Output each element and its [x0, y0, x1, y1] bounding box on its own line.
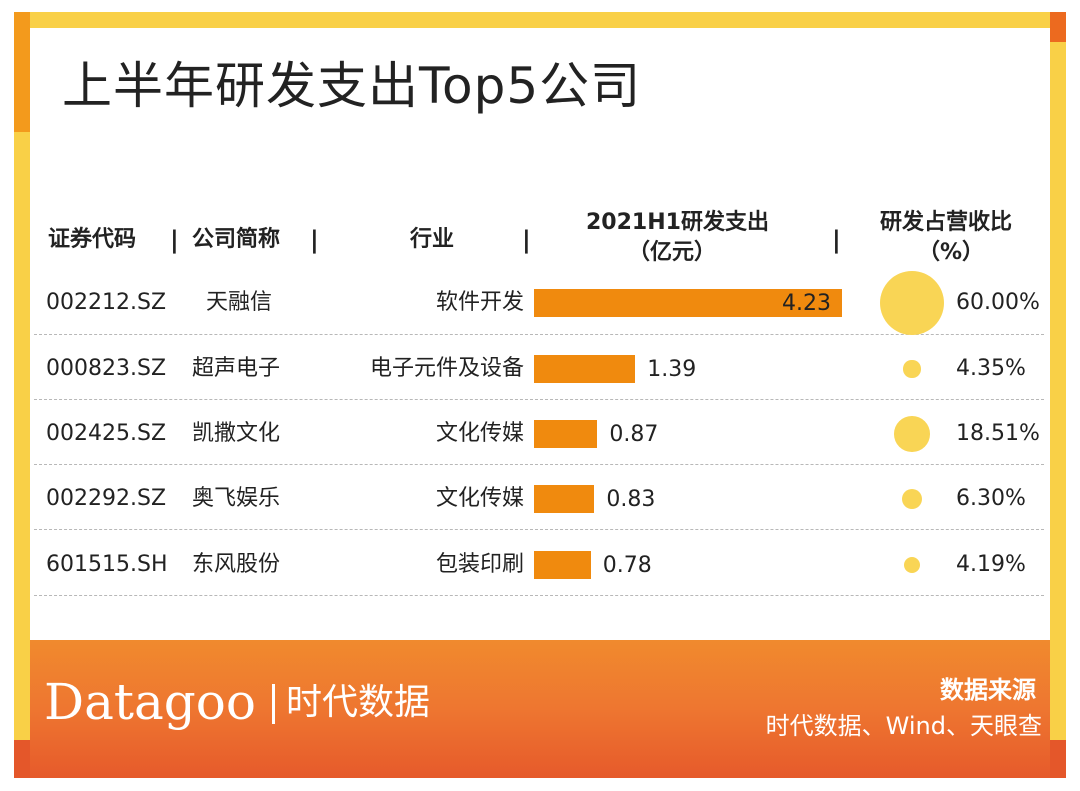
header-industry: 行业: [410, 227, 455, 252]
bar-spend-label: 0.78: [602, 553, 652, 578]
header-code: 证券代码: [48, 227, 137, 252]
bubble-ratio: [903, 556, 921, 574]
row-industry: 文化传媒: [435, 421, 524, 446]
row-divider: [34, 529, 1044, 530]
ratio-label: 4.35%: [956, 356, 1026, 381]
bar-spend-label: 0.87: [609, 422, 659, 447]
bar-spend: [534, 420, 598, 448]
source-body: 时代数据、Wind、天眼查: [765, 712, 1042, 740]
row-code: 002292.SZ: [46, 486, 167, 511]
header-separator: |: [832, 226, 841, 254]
header-ratio-line1: 研发占营收比: [880, 210, 1013, 235]
row-industry: 文化传媒: [435, 486, 524, 511]
accent-top-right: [1050, 12, 1066, 42]
ratio-label: 60.00%: [956, 290, 1040, 315]
row-code: 002425.SZ: [46, 421, 167, 446]
row-name: 凯撒文化: [192, 421, 281, 446]
accent-bottom-left: [14, 740, 30, 778]
brand-logo: Datagoo: [44, 673, 257, 731]
accent-top-left: [14, 12, 30, 132]
row-name: 奥飞娱乐: [192, 486, 281, 511]
bubble-ratio: [880, 271, 944, 335]
footer-band: [30, 640, 1050, 778]
row-name: 东风股份: [192, 552, 281, 577]
bar-spend-label: 0.83: [606, 487, 656, 512]
bar-spend: [534, 289, 842, 317]
header-separator: |: [170, 226, 179, 254]
bubble-ratio: [894, 416, 930, 452]
bubble-ratio: [903, 360, 921, 378]
brand-logo-cn: 时代数据: [286, 682, 431, 723]
bar-spend: [534, 551, 591, 579]
header-name: 公司简称: [192, 227, 281, 252]
ratio-label: 18.51%: [956, 421, 1040, 446]
row-divider: [34, 399, 1044, 400]
ratio-label: 6.30%: [956, 486, 1026, 511]
logo-divider: [272, 684, 275, 724]
header-ratio-line2: （%）: [918, 240, 985, 265]
row-code: 002212.SZ: [46, 290, 167, 315]
header-separator: |: [310, 226, 319, 254]
page-title: 上半年研发支出Top5公司: [62, 57, 642, 115]
row-divider: [34, 595, 1044, 596]
row-name: 天融信: [206, 290, 273, 315]
row-name: 超声电子: [192, 356, 281, 381]
bubble-ratio: [901, 488, 923, 510]
header-spend-line2: （亿元）: [628, 240, 717, 265]
bar-spend-label: 1.39: [647, 357, 697, 382]
row-divider: [34, 334, 1044, 335]
ratio-label: 4.19%: [956, 552, 1026, 577]
header-separator: |: [522, 226, 531, 254]
row-industry: 软件开发: [435, 290, 524, 315]
bar-spend: [534, 485, 595, 513]
row-divider: [34, 464, 1044, 465]
source-title: 数据来源: [940, 676, 1036, 704]
row-code: 601515.SH: [46, 552, 168, 577]
accent-bottom-right: [1050, 740, 1066, 778]
bar-spend-label: 4.23: [782, 291, 831, 316]
row-code: 000823.SZ: [46, 356, 167, 381]
row-industry: 电子元件及设备: [369, 356, 524, 381]
row-industry: 包装印刷: [435, 552, 524, 577]
bar-spend: [534, 355, 636, 383]
header-spend-line1: 2021H1研发支出: [586, 210, 769, 235]
